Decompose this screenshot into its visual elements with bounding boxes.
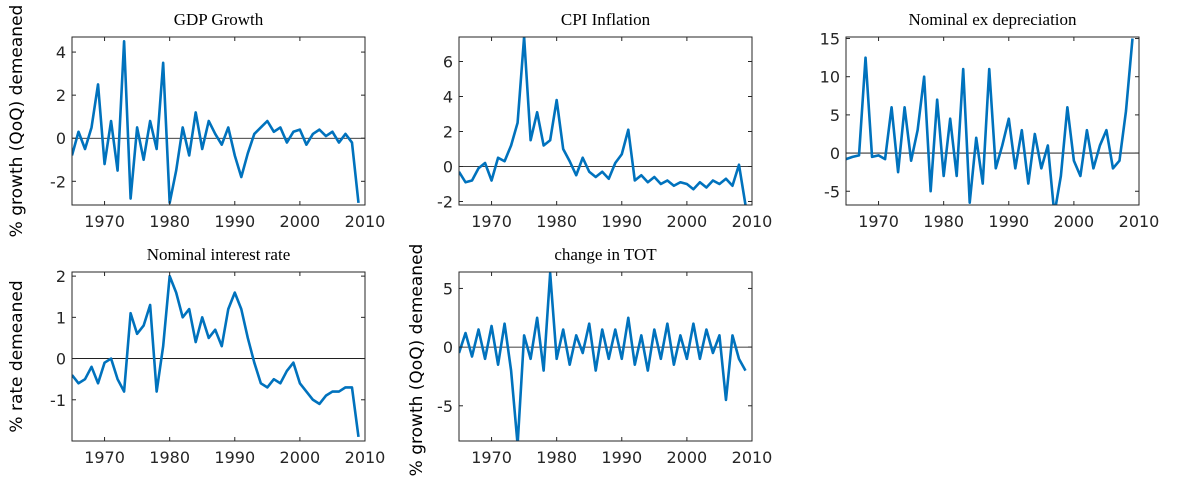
y-tick-label: 5 <box>443 279 453 298</box>
y-tick-label: 15 <box>820 30 840 49</box>
x-tick-label: 1990 <box>601 212 642 231</box>
y-axis-label: % growth (QoQ) demeaned <box>407 244 427 477</box>
x-tick-label: 1990 <box>601 448 642 467</box>
y-tick-label: 0 <box>443 158 453 177</box>
axes-box <box>71 271 366 442</box>
y-tick-label: 5 <box>830 106 840 125</box>
x-tick-label: 1990 <box>988 212 1029 231</box>
series-line <box>846 38 1134 205</box>
series-line <box>459 272 747 441</box>
y-axis-label: % growth (QoQ) demeaned <box>7 5 27 238</box>
x-tick-label: 2000 <box>280 448 321 467</box>
y-axis-label: % rate demeaned <box>7 280 27 432</box>
series-line <box>459 37 747 205</box>
x-tick-label: 2010 <box>345 448 386 467</box>
axes-box <box>71 36 366 206</box>
y-tick-label: -5 <box>824 182 840 201</box>
axes-box <box>458 36 753 206</box>
series-line <box>72 274 360 438</box>
y-tick-label: 0 <box>830 144 840 163</box>
axes-background <box>459 272 752 441</box>
x-tick-label: 1970 <box>471 212 512 231</box>
axes-background <box>459 37 752 205</box>
y-tick-label: 6 <box>443 53 453 72</box>
y-tick-label: 2 <box>443 123 453 142</box>
axes-title: Nominal ex depreciation <box>908 10 1077 29</box>
y-tick-label: 4 <box>56 43 66 62</box>
axes-title: Nominal interest rate <box>147 245 291 264</box>
x-tick-label: 1980 <box>536 448 577 467</box>
y-tick-label: 0 <box>443 338 453 357</box>
y-tick-label: -2 <box>437 193 453 212</box>
x-tick-label: 1970 <box>84 212 125 231</box>
y-tick-label: 1 <box>56 308 66 327</box>
y-tick-label: 0 <box>56 129 66 148</box>
x-tick-label: 1980 <box>149 212 190 231</box>
axes-title: CPI Inflation <box>561 10 651 29</box>
x-tick-label: 1980 <box>536 212 577 231</box>
x-tick-label: 2000 <box>1054 212 1095 231</box>
x-tick-label: 2010 <box>1119 212 1160 231</box>
y-tick-label: -5 <box>437 397 453 416</box>
x-tick-label: 1980 <box>923 212 964 231</box>
y-tick-label: 10 <box>820 68 840 87</box>
x-tick-label: 1970 <box>471 448 512 467</box>
y-tick-label: 0 <box>56 350 66 369</box>
series-line <box>72 40 360 205</box>
axes-box <box>458 271 753 442</box>
x-tick-label: 2000 <box>667 212 708 231</box>
x-tick-label: 2000 <box>280 212 321 231</box>
axes-background <box>72 272 365 441</box>
y-tick-label: 2 <box>56 86 66 105</box>
axes-background <box>72 37 365 205</box>
x-tick-label: 2000 <box>667 448 708 467</box>
x-tick-label: 1990 <box>214 448 255 467</box>
axes-title: change in TOT <box>554 245 657 264</box>
x-tick-label: 2010 <box>732 212 773 231</box>
x-tick-label: 1970 <box>858 212 899 231</box>
x-tick-label: 1990 <box>214 212 255 231</box>
x-tick-label: 1980 <box>149 448 190 467</box>
x-tick-label: 2010 <box>345 212 386 231</box>
y-tick-label: 2 <box>56 267 66 286</box>
y-tick-label: -1 <box>50 391 66 410</box>
axes-title: GDP Growth <box>174 10 264 29</box>
axes-box <box>845 36 1140 206</box>
x-tick-label: 1970 <box>84 448 125 467</box>
x-tick-label: 2010 <box>732 448 773 467</box>
y-tick-label: 4 <box>443 88 453 107</box>
y-tick-label: -2 <box>50 172 66 191</box>
